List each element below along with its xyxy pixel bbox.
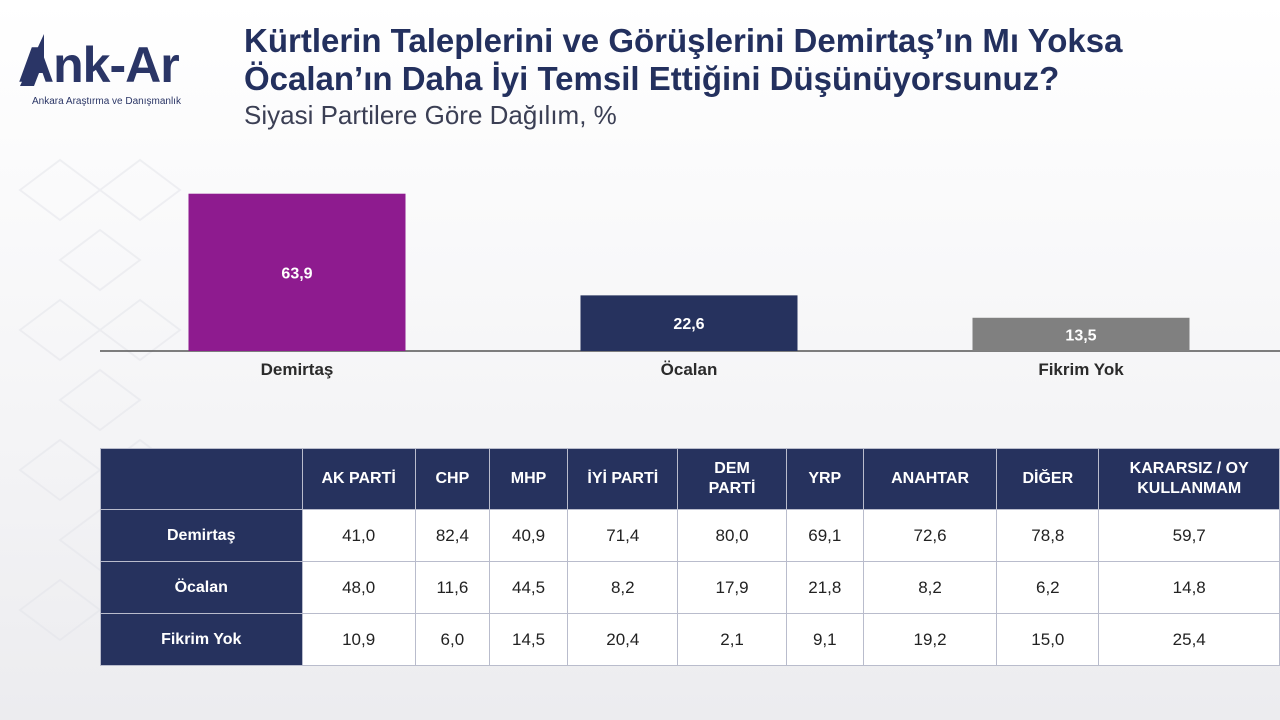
- table-cell: 19,2: [862, 613, 998, 666]
- bar-2: [972, 317, 1190, 351]
- table-cell: 82,4: [414, 509, 490, 562]
- column-header: DİĞER: [996, 448, 1100, 510]
- chart-subtitle: Siyasi Partilere Göre Dağılım, %: [244, 100, 617, 130]
- table-cell: 71,4: [567, 509, 679, 562]
- table-cell: 69,1: [785, 509, 864, 562]
- table-cell: 8,2: [567, 561, 679, 614]
- column-header: YRP: [785, 448, 864, 510]
- category-label: Öcalan: [661, 360, 718, 379]
- column-header: ANAHTAR: [862, 448, 998, 510]
- column-header: İYİ PARTİ: [567, 448, 679, 510]
- table-row: Demirtaş 41,0 82,4 40,9 71,4 80,0 69,1 7…: [100, 509, 1280, 562]
- table-row: Öcalan 48,0 11,6 44,5 8,2 17,9 21,8 8,2 …: [100, 561, 1280, 614]
- table-cell: 9,1: [785, 613, 864, 666]
- table-cell: 78,8: [996, 509, 1100, 562]
- row-header: Fikrim Yok: [100, 613, 303, 666]
- table-cell: 48,0: [301, 561, 416, 614]
- logo-triangle-icon: [20, 34, 44, 86]
- table-cell: 59,7: [1098, 509, 1280, 562]
- column-header: KARARSIZ / OY KULLANMAM: [1098, 448, 1280, 510]
- column-header: DEM PARTİ: [677, 448, 787, 510]
- table-cell: 11,6: [414, 561, 490, 614]
- table-corner: [100, 448, 303, 510]
- column-header: MHP: [488, 448, 569, 510]
- column-header: CHP: [414, 448, 490, 510]
- table-cell: 14,5: [488, 613, 569, 666]
- table-header-row: AK PARTİ CHP MHP İYİ PARTİ DEM PARTİ YRP…: [100, 448, 1280, 510]
- bar-chart: 63,9 Demirtaş 22,6 Öcalan 13,5 Fikrim Yok: [100, 193, 1280, 379]
- bar-value-label: 63,9: [281, 265, 312, 282]
- category-label: Fikrim Yok: [1038, 360, 1124, 379]
- party-breakdown-table: AK PARTİ CHP MHP İYİ PARTİ DEM PARTİ YRP…: [100, 448, 1280, 666]
- bar-1: [580, 295, 798, 351]
- table-cell: 14,8: [1098, 561, 1280, 614]
- table-cell: 8,2: [862, 561, 998, 614]
- table-cell: 21,8: [785, 561, 864, 614]
- column-header: AK PARTİ: [301, 448, 416, 510]
- brand-name: Ank-Ar: [18, 37, 180, 93]
- bar-value-label: 13,5: [1065, 327, 1096, 344]
- table-cell: 6,2: [996, 561, 1100, 614]
- bar-value-label: 22,6: [673, 316, 704, 333]
- table-row: Fikrim Yok 10,9 6,0 14,5 20,4 2,1 9,1 19…: [100, 613, 1280, 666]
- table-cell: 44,5: [488, 561, 569, 614]
- table-cell: 41,0: [301, 509, 416, 562]
- table-cell: 6,0: [414, 613, 490, 666]
- table-cell: 40,9: [488, 509, 569, 562]
- row-header: Öcalan: [100, 561, 303, 614]
- row-header: Demirtaş: [100, 509, 303, 562]
- table-cell: 20,4: [567, 613, 679, 666]
- table-cell: 10,9: [301, 613, 416, 666]
- table-cell: 25,4: [1098, 613, 1280, 666]
- chart-title: Kürtlerin Taleplerini ve Görüşlerini Dem…: [244, 22, 1123, 97]
- table-cell: 17,9: [677, 561, 787, 614]
- brand-tagline: Ankara Araştırma ve Danışmanlık: [32, 96, 181, 107]
- category-label: Demirtaş: [261, 360, 334, 379]
- bar-0: [188, 193, 406, 351]
- table-cell: 80,0: [677, 509, 787, 562]
- table-cell: 72,6: [862, 509, 998, 562]
- table-cell: 2,1: [677, 613, 787, 666]
- table-cell: 15,0: [996, 613, 1100, 666]
- brand-logo: Ank-Ar Ankara Araştırma ve Danışmanlık: [18, 30, 218, 115]
